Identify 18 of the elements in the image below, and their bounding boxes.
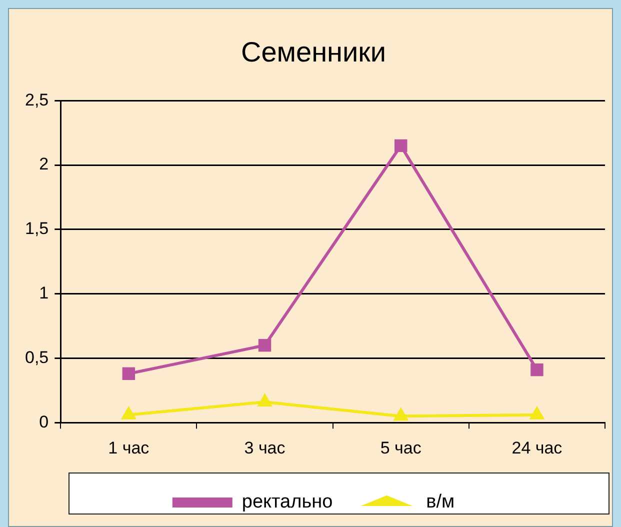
x-tick-label: 5 час (380, 438, 422, 458)
y-tick-label: 2,5 (24, 90, 49, 110)
x-tick-label: 3 час (244, 438, 286, 458)
legend-label: в/м (426, 492, 455, 513)
point (393, 407, 409, 421)
legend-label: ректально (242, 492, 333, 513)
y-tick-label: 0,5 (24, 348, 49, 367)
y-tick-label: 1,5 (24, 219, 49, 238)
point (394, 139, 408, 152)
point (256, 392, 273, 406)
x-tick-label: 1 час (108, 438, 150, 458)
x-tick-label: 24 час (512, 438, 563, 458)
y-tick-label: 2 (39, 154, 49, 174)
y-tick-label: 1 (39, 283, 49, 302)
point (120, 406, 136, 420)
point (529, 406, 545, 420)
chart-title: Семенники (240, 36, 386, 68)
y-tick-label: 0 (39, 412, 49, 432)
